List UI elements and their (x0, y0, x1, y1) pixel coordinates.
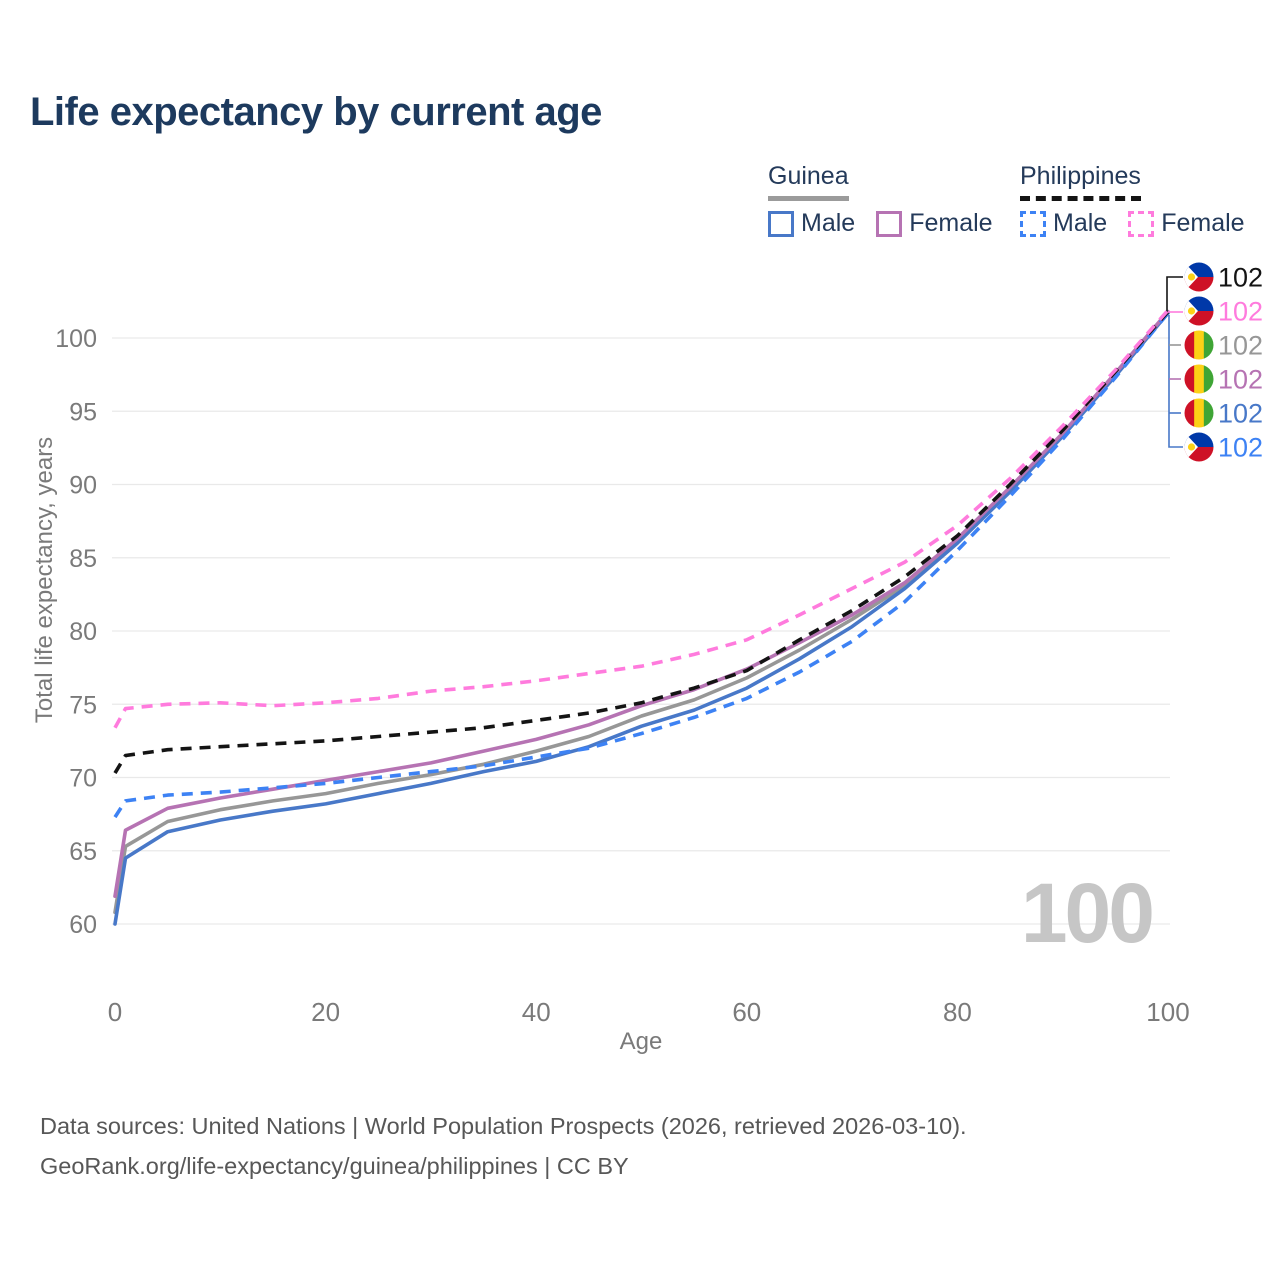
x-axis-title: Age (620, 1028, 663, 1055)
connector-philippines-male (1168, 315, 1183, 448)
guinea-flag-icon (1184, 364, 1214, 394)
gn-flag-red (1184, 398, 1195, 428)
footer: Data sources: United Nations | World Pop… (40, 1106, 967, 1186)
end-label-guinea-male: 102 (1184, 398, 1263, 429)
end-label-value-guinea-male: 102 (1218, 399, 1263, 429)
y-tick-label: 65 (69, 838, 97, 866)
series-line-guinea-both[interactable] (113, 311, 1170, 915)
y-tick-label: 85 (69, 545, 97, 573)
y-tick-label: 100 (55, 325, 97, 353)
footer-data-sources: Data sources: United Nations | World Pop… (40, 1113, 967, 1139)
philippines-flag-icon (1184, 432, 1214, 462)
end-label-philippines-male: 102 (1184, 432, 1263, 463)
gn-flag-yellow (1194, 330, 1205, 360)
legend-swatch-philippines-female (1128, 210, 1155, 237)
legend-swatch-guinea-male (768, 210, 794, 237)
footer-attribution: GeoRank.org/life-expectancy/guinea/phili… (40, 1153, 629, 1179)
age-watermark: 100 (1021, 866, 1152, 960)
x-tick-label: 40 (522, 997, 551, 1027)
legend-swatch-guinea-female (876, 210, 903, 237)
gn-flag-yellow (1194, 364, 1205, 394)
series-line-guinea-male[interactable] (113, 311, 1170, 926)
legend-item-philippines-female[interactable]: Female (1128, 209, 1245, 238)
end-label-philippines-female: 102 (1184, 296, 1263, 327)
series-line-philippines-male[interactable] (113, 311, 1170, 819)
legend-label-philippines-female: Female (1161, 209, 1245, 237)
legend-group-guinea: Guinea Male Female (768, 162, 993, 238)
philippines-flag-icon (1184, 296, 1214, 326)
legend-label-philippines-male: Male (1053, 209, 1108, 237)
y-tick-label: 75 (69, 691, 97, 719)
end-label-philippines-both: 102 (1184, 262, 1263, 293)
x-tick-label: 60 (732, 997, 761, 1027)
end-label-value-philippines-female: 102 (1218, 297, 1263, 327)
guinea-flag-icon (1184, 330, 1214, 360)
x-tick-label: 0 (108, 997, 122, 1027)
ph-flag-sun (1187, 443, 1196, 451)
end-label-guinea-female: 102 (1184, 364, 1263, 395)
y-tick-label: 90 (69, 472, 97, 500)
legend-item-philippines-male[interactable]: Male (1020, 209, 1107, 238)
legend-label-guinea-male: Male (801, 209, 856, 237)
series-line-guinea-female[interactable] (113, 309, 1170, 899)
series-line-philippines-both[interactable] (113, 310, 1170, 775)
y-tick-label: 60 (69, 911, 97, 939)
gn-flag-green (1203, 330, 1214, 360)
page-title: Life expectancy by current age (30, 90, 602, 134)
legend-label-guinea-female: Female (909, 209, 993, 237)
y-tick-label: 95 (69, 398, 97, 426)
end-label-value-guinea-both: 102 (1218, 331, 1263, 361)
end-label-guinea-both: 102 (1184, 330, 1263, 361)
gn-flag-yellow (1194, 398, 1205, 428)
guinea-flag-icon (1184, 398, 1214, 428)
ph-flag-sun (1187, 307, 1196, 315)
ph-flag-sun (1187, 273, 1196, 281)
y-tick-label: 70 (69, 765, 97, 793)
legend-group-philippines: Philippines Male Female (1020, 162, 1245, 238)
gn-flag-green (1203, 364, 1214, 394)
gn-flag-green (1203, 398, 1214, 428)
philippines-flag-icon (1184, 262, 1214, 292)
x-tick-label: 100 (1146, 997, 1189, 1027)
y-tick-label: 80 (69, 618, 97, 646)
connector-philippines-both (1166, 276, 1183, 311)
legend-item-guinea-female[interactable]: Female (876, 209, 993, 238)
end-label-value-philippines-male: 102 (1218, 433, 1263, 463)
legend-swatch-philippines-male (1020, 210, 1046, 237)
legend-item-guinea-male[interactable]: Male (768, 209, 855, 238)
legend-header-guinea[interactable]: Guinea (768, 162, 849, 201)
series-line-philippines-female[interactable] (113, 309, 1170, 729)
x-tick-label: 80 (943, 997, 972, 1027)
gn-flag-red (1184, 330, 1195, 360)
legend-header-philippines[interactable]: Philippines (1020, 162, 1141, 201)
end-label-value-philippines-both: 102 (1218, 263, 1263, 293)
end-label-value-guinea-female: 102 (1218, 365, 1263, 395)
gn-flag-red (1184, 364, 1195, 394)
x-tick-label: 20 (311, 997, 340, 1027)
y-axis-title: Total life expectancy, years (31, 437, 58, 723)
